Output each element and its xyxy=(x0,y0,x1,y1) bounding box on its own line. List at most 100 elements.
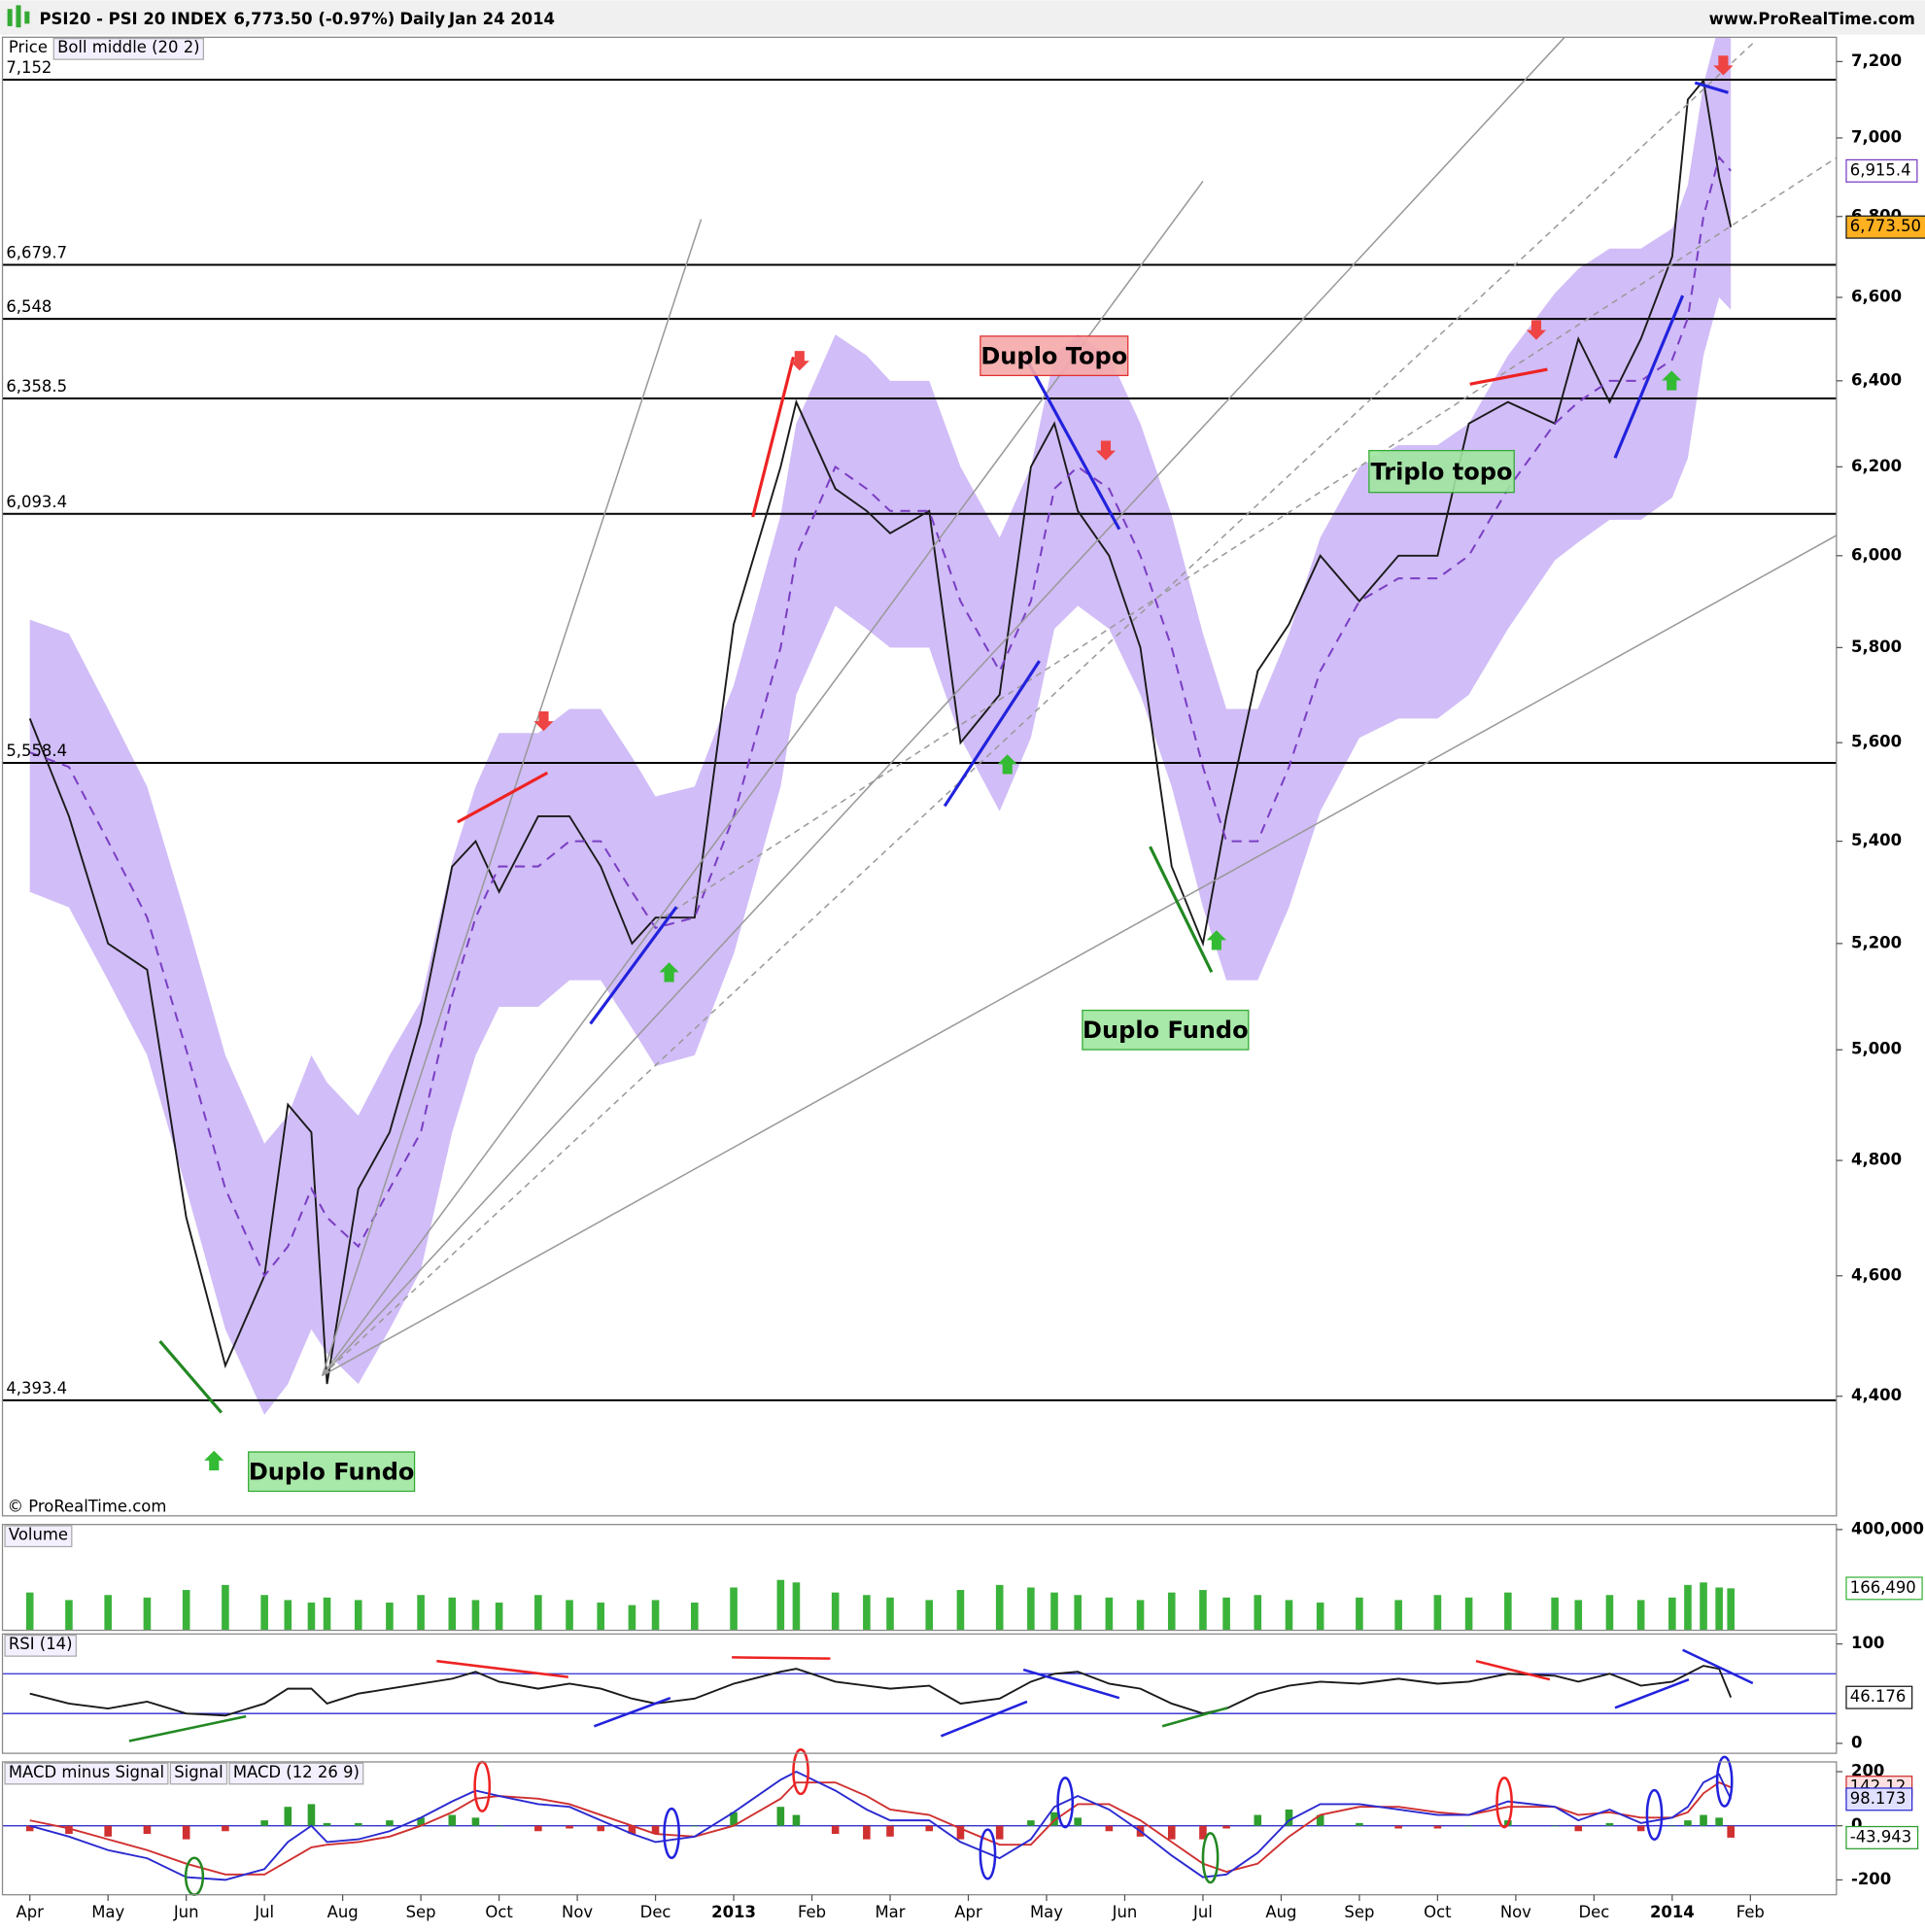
bar xyxy=(1605,1822,1614,1826)
x-tick-label: May xyxy=(91,1903,124,1921)
bar xyxy=(566,1825,573,1829)
bar xyxy=(284,1600,292,1631)
y-tick-label: 5,800 xyxy=(1851,638,1902,656)
bar xyxy=(1285,1809,1293,1826)
y-tick-label: 6,600 xyxy=(1851,288,1902,306)
bar xyxy=(691,1825,699,1827)
last-value-box xyxy=(1845,1825,1919,1849)
bar xyxy=(1394,1825,1402,1829)
bollinger-band xyxy=(29,37,1732,1415)
series-line xyxy=(29,1665,1733,1717)
panel-frame xyxy=(1,1633,1838,1754)
bar xyxy=(1727,1825,1736,1838)
legend-box xyxy=(4,1634,77,1657)
y-tick-label: 0 xyxy=(1851,1815,1862,1834)
y-tick-label: 4,800 xyxy=(1851,1151,1902,1169)
bar xyxy=(597,1603,605,1631)
annotation-box xyxy=(980,335,1129,377)
bar xyxy=(566,1600,573,1631)
bar xyxy=(1254,1595,1262,1631)
bar xyxy=(1715,1587,1723,1631)
drawing-tools xyxy=(158,37,1837,1470)
bar xyxy=(534,1825,542,1832)
y-tick-label: 6,400 xyxy=(1851,370,1902,389)
y-tick-label: 5,400 xyxy=(1851,831,1902,849)
bar xyxy=(323,1597,331,1631)
bar xyxy=(792,1582,801,1631)
bar xyxy=(260,1595,268,1631)
last-value-label: 6,773.50 xyxy=(1850,217,1921,235)
bar xyxy=(1394,1600,1402,1631)
bar xyxy=(1356,1822,1363,1826)
legend-label: Boll middle (20 2) xyxy=(57,38,199,56)
bar xyxy=(1222,1825,1230,1829)
x-tick-label: Oct xyxy=(1424,1903,1452,1921)
x-tick-label: Mar xyxy=(876,1903,906,1921)
panel-frame xyxy=(1,1524,1838,1632)
bar xyxy=(1050,1811,1058,1826)
bar xyxy=(956,1590,965,1631)
x-tick-label: Jul xyxy=(1192,1903,1213,1921)
y-tick-label: 4,600 xyxy=(1851,1265,1902,1284)
bar xyxy=(886,1597,894,1631)
last-value-label: -43.943 xyxy=(1850,1827,1911,1846)
bar xyxy=(831,1592,840,1631)
bar xyxy=(730,1811,738,1826)
bar xyxy=(691,1603,699,1631)
annotation-box xyxy=(1368,449,1515,494)
annotation-box xyxy=(248,1451,416,1493)
bar xyxy=(1574,1825,1583,1832)
bar xyxy=(1684,1820,1692,1826)
bar xyxy=(1105,1825,1114,1832)
panel-frame xyxy=(1,1761,1838,1896)
x-tick-label: Aug xyxy=(1265,1903,1296,1921)
panel-frame xyxy=(1,36,1838,1517)
bar xyxy=(886,1825,894,1837)
bar xyxy=(925,1825,934,1832)
bar xyxy=(534,1595,542,1631)
x-tick-label: Nov xyxy=(1500,1903,1531,1921)
x-tick-label: Jun xyxy=(173,1903,199,1921)
bar xyxy=(1715,1817,1723,1826)
annotation: Duplo Fundo xyxy=(249,1459,415,1486)
bar xyxy=(25,1592,34,1631)
series-line xyxy=(29,1781,1732,1876)
bar xyxy=(1199,1825,1207,1840)
bar xyxy=(956,1825,965,1840)
bar xyxy=(1027,1820,1035,1826)
x-tick-label: Apr xyxy=(16,1903,44,1921)
bar xyxy=(1074,1595,1082,1631)
bar xyxy=(386,1603,394,1631)
bar xyxy=(730,1587,738,1631)
legend-label: Volume xyxy=(9,1526,68,1544)
symbol: PSI20 - PSI 20 INDEX xyxy=(40,10,227,28)
y-tick-label: 7,000 xyxy=(1851,127,1902,146)
level-label: 6,548 xyxy=(6,297,52,316)
plot-area xyxy=(25,1579,1736,1631)
legend-box xyxy=(228,1762,364,1785)
bar xyxy=(628,1604,636,1631)
annotation: Duplo Topo xyxy=(980,342,1127,369)
bar xyxy=(1105,1597,1114,1631)
legend-box xyxy=(52,37,204,60)
date: Jan 24 2014 xyxy=(448,10,555,28)
x-tick-label: Jul xyxy=(254,1903,274,1921)
x-tick-label: 2013 xyxy=(711,1903,756,1921)
bar xyxy=(65,1825,73,1835)
bar xyxy=(1636,1825,1645,1832)
y-tick-label: 5,200 xyxy=(1851,933,1902,951)
app-icon xyxy=(7,5,30,28)
legend-label: RSI (14) xyxy=(9,1635,73,1653)
bar xyxy=(1316,1603,1324,1631)
y-tick-label: 6,000 xyxy=(1851,545,1902,564)
bar xyxy=(25,1825,34,1832)
x-tick-label: Dec xyxy=(1578,1903,1609,1921)
bar xyxy=(925,1600,934,1631)
bar xyxy=(471,1817,480,1826)
bar xyxy=(104,1825,112,1837)
bar xyxy=(323,1822,331,1826)
annotation: Triplo topo xyxy=(1371,458,1513,485)
bar xyxy=(1605,1595,1614,1631)
y-tick-label: -200 xyxy=(1851,1870,1891,1888)
last-value-box xyxy=(1845,158,1918,183)
